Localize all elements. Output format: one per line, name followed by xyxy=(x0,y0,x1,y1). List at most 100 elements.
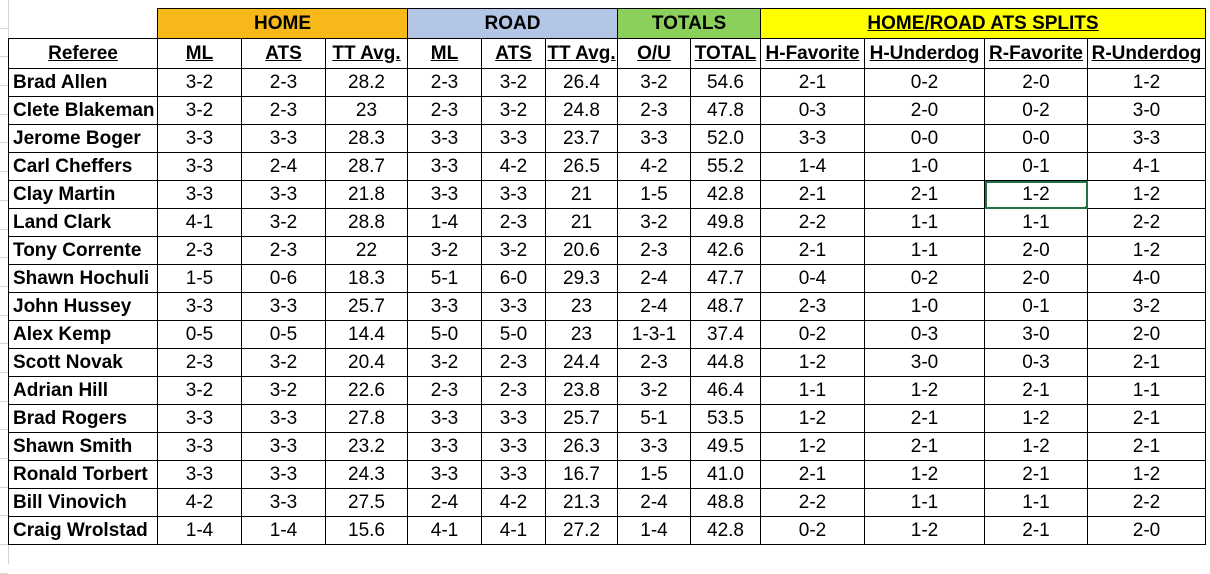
referee-name-cell[interactable]: John Hussey xyxy=(8,292,158,321)
data-cell[interactable]: 1-5 xyxy=(617,180,691,209)
data-cell[interactable]: 2-3 xyxy=(157,236,242,265)
col-header-r-underdog[interactable]: R-Underdog xyxy=(1087,38,1206,69)
data-cell[interactable]: 3-3 xyxy=(407,460,482,489)
data-cell[interactable]: 3-0 xyxy=(1087,96,1206,125)
data-cell[interactable]: 41.0 xyxy=(690,460,761,489)
data-cell[interactable]: 1-1 xyxy=(864,208,985,237)
data-cell[interactable]: 0-0 xyxy=(984,124,1088,153)
data-cell[interactable]: 42.8 xyxy=(690,516,761,545)
referee-name-cell[interactable]: Alex Kemp xyxy=(8,320,158,349)
data-cell[interactable]: 3-2 xyxy=(407,348,482,377)
data-cell[interactable]: 46.4 xyxy=(690,376,761,405)
data-cell[interactable]: 3-3 xyxy=(157,180,242,209)
data-cell[interactable]: 2-0 xyxy=(864,96,985,125)
data-cell[interactable]: 28.8 xyxy=(325,208,408,237)
data-cell[interactable]: 6-0 xyxy=(481,264,546,293)
data-cell[interactable]: 3-3 xyxy=(241,292,326,321)
data-cell[interactable]: 3-3 xyxy=(617,432,691,461)
data-cell[interactable]: 3-2 xyxy=(617,376,691,405)
data-cell[interactable]: 3-3 xyxy=(407,432,482,461)
data-cell[interactable]: 23 xyxy=(545,320,618,349)
data-cell[interactable]: 3-2 xyxy=(241,348,326,377)
data-cell[interactable]: 23.7 xyxy=(545,124,618,153)
data-cell[interactable]: 2-1 xyxy=(760,236,865,265)
data-cell[interactable]: 3-2 xyxy=(481,68,546,97)
data-cell[interactable]: 48.7 xyxy=(690,292,761,321)
data-cell[interactable]: 3-0 xyxy=(864,348,985,377)
data-cell[interactable]: 49.5 xyxy=(690,432,761,461)
data-cell[interactable]: 3-3 xyxy=(407,404,482,433)
data-cell[interactable]: 27.2 xyxy=(545,516,618,545)
col-header-road-tt-avg[interactable]: TT Avg. xyxy=(545,38,618,69)
col-header-road-ats[interactable]: ATS xyxy=(481,38,546,69)
col-header-home-ats[interactable]: ATS xyxy=(241,38,326,69)
data-cell[interactable]: 2-3 xyxy=(407,68,482,97)
referee-name-cell[interactable]: Carl Cheffers xyxy=(8,152,158,181)
data-cell[interactable]: 21 xyxy=(545,180,618,209)
data-cell[interactable]: 3-2 xyxy=(481,236,546,265)
referee-name-cell[interactable]: Adrian Hill xyxy=(8,376,158,405)
data-cell[interactable]: 2-1 xyxy=(760,180,865,209)
data-cell[interactable]: 3-3 xyxy=(241,180,326,209)
data-cell[interactable]: 54.6 xyxy=(690,68,761,97)
data-cell[interactable]: 0-1 xyxy=(984,152,1088,181)
data-cell[interactable]: 2-0 xyxy=(984,264,1088,293)
data-cell[interactable]: 1-2 xyxy=(984,180,1088,209)
data-cell[interactable]: 3-2 xyxy=(241,376,326,405)
data-cell[interactable]: 2-0 xyxy=(1087,320,1206,349)
data-cell[interactable]: 37.4 xyxy=(690,320,761,349)
group-header-road[interactable]: ROAD xyxy=(407,8,618,39)
data-cell[interactable]: 4-2 xyxy=(157,488,242,517)
data-cell[interactable]: 16.7 xyxy=(545,460,618,489)
data-cell[interactable]: 3-3 xyxy=(241,460,326,489)
data-cell[interactable]: 3-2 xyxy=(157,68,242,97)
data-cell[interactable]: 3-3 xyxy=(481,180,546,209)
data-cell[interactable]: 4-2 xyxy=(481,488,546,517)
data-cell[interactable]: 2-1 xyxy=(1087,348,1206,377)
col-header-referee[interactable]: Referee xyxy=(8,38,158,69)
data-cell[interactable]: 0-2 xyxy=(984,96,1088,125)
referee-name-cell[interactable]: Jerome Boger xyxy=(8,124,158,153)
data-cell[interactable]: 1-5 xyxy=(157,264,242,293)
col-header-total[interactable]: TOTAL xyxy=(690,38,761,69)
data-cell[interactable]: 3-3 xyxy=(481,460,546,489)
data-cell[interactable]: 5-1 xyxy=(407,264,482,293)
data-cell[interactable]: 26.5 xyxy=(545,152,618,181)
data-cell[interactable]: 0-3 xyxy=(984,348,1088,377)
referee-name-cell[interactable]: Brad Allen xyxy=(8,68,158,97)
group-header-blank[interactable] xyxy=(8,8,158,39)
data-cell[interactable]: 21.3 xyxy=(545,488,618,517)
data-cell[interactable]: 3-3 xyxy=(481,124,546,153)
data-cell[interactable]: 1-4 xyxy=(617,516,691,545)
data-cell[interactable]: 27.5 xyxy=(325,488,408,517)
data-cell[interactable]: 47.7 xyxy=(690,264,761,293)
referee-name-cell[interactable]: Clay Martin xyxy=(8,180,158,209)
data-cell[interactable]: 0-5 xyxy=(241,320,326,349)
data-cell[interactable]: 3-3 xyxy=(157,124,242,153)
referee-name-cell[interactable]: Scott Novak xyxy=(8,348,158,377)
data-cell[interactable]: 23.2 xyxy=(325,432,408,461)
data-cell[interactable]: 1-2 xyxy=(760,404,865,433)
data-cell[interactable]: 2-1 xyxy=(1087,404,1206,433)
data-cell[interactable]: 20.6 xyxy=(545,236,618,265)
data-cell[interactable]: 2-1 xyxy=(864,180,985,209)
data-cell[interactable]: 0-2 xyxy=(864,264,985,293)
referee-name-cell[interactable]: Land Clark xyxy=(8,208,158,237)
data-cell[interactable]: 22 xyxy=(325,236,408,265)
data-cell[interactable]: 18.3 xyxy=(325,264,408,293)
data-cell[interactable]: 1-4 xyxy=(760,152,865,181)
data-cell[interactable]: 1-4 xyxy=(241,516,326,545)
data-cell[interactable]: 4-0 xyxy=(1087,264,1206,293)
data-cell[interactable]: 1-1 xyxy=(1087,376,1206,405)
data-cell[interactable]: 2-3 xyxy=(407,376,482,405)
data-cell[interactable]: 1-2 xyxy=(864,376,985,405)
data-cell[interactable]: 2-4 xyxy=(407,488,482,517)
col-header-ou[interactable]: O/U xyxy=(617,38,691,69)
data-cell[interactable]: 3-3 xyxy=(157,460,242,489)
data-cell[interactable]: 1-2 xyxy=(984,432,1088,461)
data-cell[interactable]: 1-2 xyxy=(1087,68,1206,97)
data-cell[interactable]: 1-1 xyxy=(984,488,1088,517)
group-header-splits[interactable]: HOME/ROAD ATS SPLITS xyxy=(760,8,1206,39)
data-cell[interactable]: 3-3 xyxy=(157,404,242,433)
data-cell[interactable]: 2-3 xyxy=(481,348,546,377)
